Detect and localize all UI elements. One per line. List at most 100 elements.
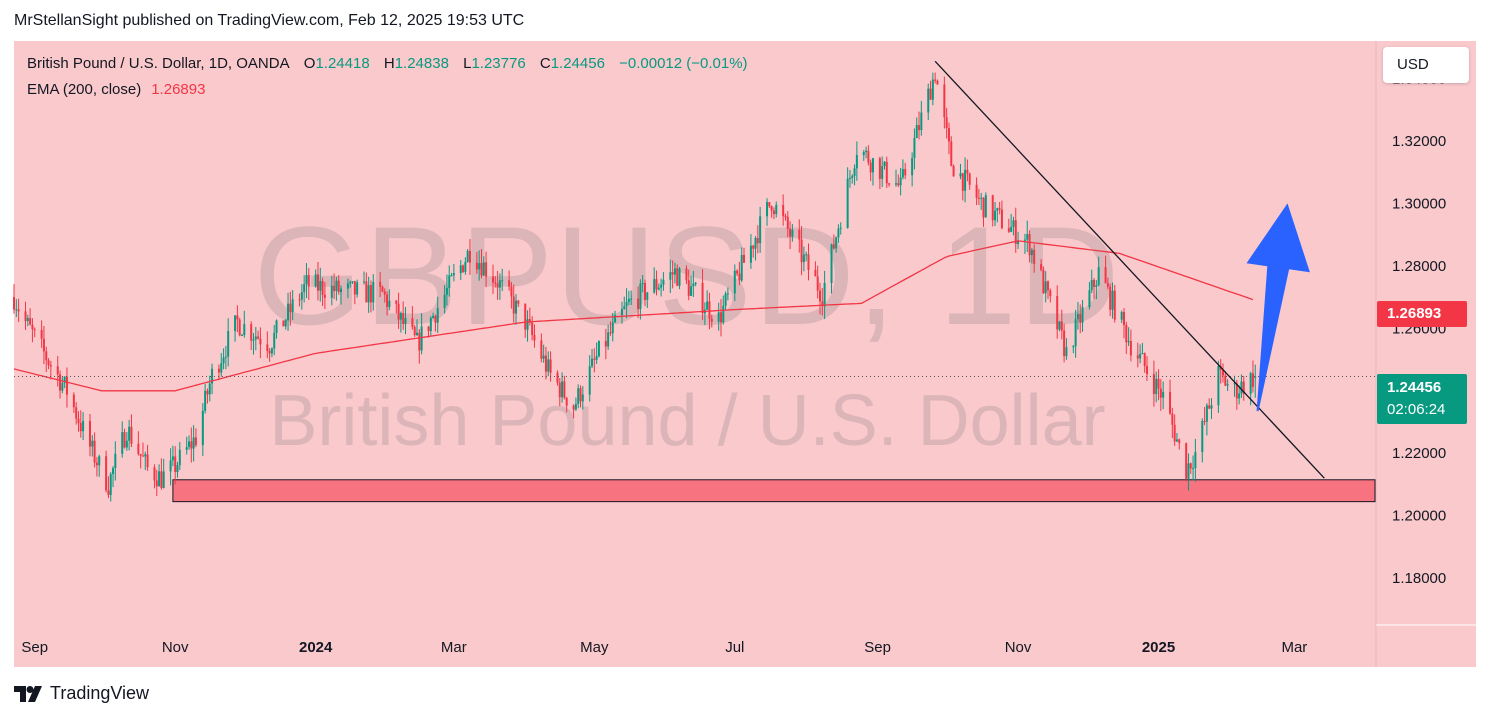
candle-body — [800, 239, 803, 263]
candle-body — [782, 204, 785, 217]
candle-body — [1136, 355, 1139, 359]
candle-body — [756, 237, 759, 244]
legend-close-value: 1.24456 — [550, 55, 605, 72]
candle-body — [593, 358, 596, 360]
candle-body — [508, 280, 511, 287]
candle-body — [1127, 341, 1130, 343]
candle-body — [565, 397, 568, 406]
candle-body — [1063, 330, 1066, 357]
candle-body — [121, 432, 124, 454]
candle-body — [307, 274, 310, 287]
candle-body — [93, 440, 96, 463]
candle-body — [305, 274, 308, 285]
candle-body — [733, 270, 736, 294]
x-axis-tick-label: 2025 — [1142, 639, 1175, 656]
candle-body — [300, 292, 303, 300]
currency-button[interactable]: USD — [1383, 47, 1469, 83]
candle-body — [160, 471, 163, 488]
candle-body — [984, 195, 987, 218]
candle-body — [123, 432, 126, 448]
candle-body — [381, 286, 384, 292]
candle-body — [1113, 290, 1116, 320]
candle-body — [42, 338, 45, 352]
candle-body — [289, 303, 292, 313]
x-axis-tick-label: Mar — [1281, 639, 1307, 656]
candle-body — [88, 421, 91, 447]
candle-body — [966, 169, 969, 174]
candle-body — [581, 394, 584, 402]
chart-pane[interactable] — [14, 41, 1476, 667]
candle-body — [878, 158, 881, 179]
candle-body — [701, 282, 704, 314]
candle-body — [1240, 381, 1243, 394]
candle-body — [604, 340, 607, 347]
candle-body — [240, 334, 243, 336]
candle-body — [653, 279, 656, 293]
candle-body — [1210, 405, 1213, 409]
candle-body — [662, 279, 665, 285]
candle-body — [572, 405, 575, 410]
candle-body — [1026, 234, 1029, 240]
candle-body — [1046, 281, 1049, 291]
candle-body — [579, 388, 582, 402]
candle-body — [549, 359, 552, 373]
candle-body — [236, 315, 239, 320]
candle-body — [1017, 240, 1020, 245]
candle-body — [980, 197, 983, 199]
candle-body — [298, 299, 301, 301]
candle-body — [678, 268, 681, 286]
candle-body — [282, 320, 285, 327]
candle-body — [1109, 286, 1112, 310]
candle-body — [759, 216, 762, 244]
candle-body — [112, 468, 115, 475]
candle-body — [623, 306, 626, 309]
candle-body — [319, 281, 322, 291]
candle-body — [367, 285, 370, 303]
candle-body — [531, 322, 534, 335]
tradingview-logo[interactable]: TradingView — [14, 683, 149, 704]
candle-body — [1095, 284, 1098, 287]
x-axis-tick-label: Nov — [1005, 639, 1032, 656]
candle-body — [867, 150, 870, 163]
candle-body — [1023, 239, 1026, 241]
candle-body — [1146, 366, 1149, 375]
candle-body — [1178, 439, 1181, 444]
candle-body — [736, 270, 739, 274]
candle-body — [819, 290, 822, 302]
candle-body — [234, 315, 237, 331]
candle-body — [252, 339, 255, 341]
candle-body — [1189, 463, 1192, 469]
candle-body — [475, 262, 478, 270]
candle-body — [961, 173, 964, 191]
candle-body — [464, 262, 467, 272]
candle-body — [835, 237, 838, 249]
candle-body — [881, 166, 884, 179]
candle-body — [947, 127, 950, 142]
candle-body — [655, 279, 658, 290]
candle-body — [975, 184, 978, 198]
candle-body — [379, 281, 382, 287]
candle-body — [641, 283, 644, 285]
candle-body — [869, 162, 872, 173]
candle-body — [775, 204, 778, 215]
y-axis-tick-label: 1.28000 — [1392, 258, 1446, 275]
candle-body — [1030, 249, 1033, 256]
ohlc-legend[interactable]: British Pound / U.S. Dollar, 1D, OANDA O… — [27, 55, 748, 72]
candle-body — [544, 355, 547, 372]
candle-body — [144, 454, 147, 457]
candle-body — [694, 282, 697, 284]
candle-body — [15, 309, 18, 311]
candle-body — [998, 208, 1001, 210]
ema-legend[interactable]: EMA (200, close) 1.26893 — [27, 81, 205, 98]
candle-body — [851, 175, 854, 178]
candle-body — [611, 322, 614, 334]
candle-body — [786, 216, 789, 229]
candle-body — [158, 471, 161, 487]
candle-body — [1049, 290, 1052, 297]
candle-body — [724, 293, 727, 306]
candle-body — [964, 169, 967, 191]
candle-body — [369, 285, 372, 303]
candle-body — [270, 348, 273, 354]
candle-body — [169, 460, 172, 472]
